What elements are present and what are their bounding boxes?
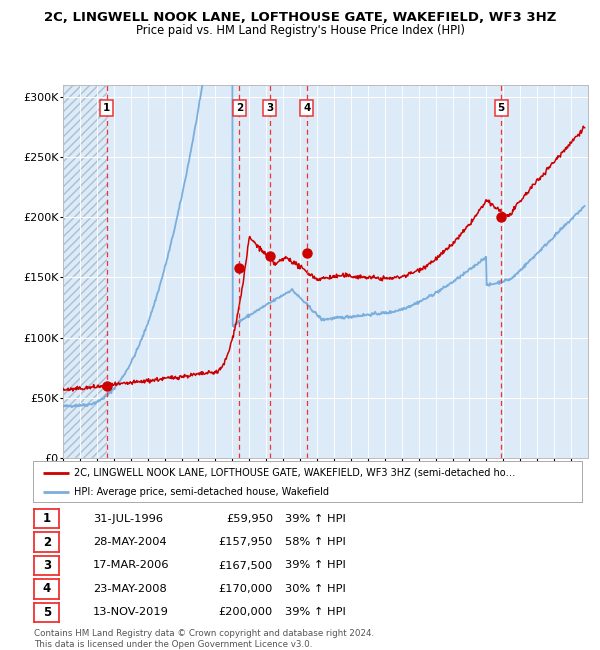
- Text: 28-MAY-2004: 28-MAY-2004: [93, 537, 167, 547]
- Bar: [63, 84, 107, 458]
- Text: 58% ↑ HPI: 58% ↑ HPI: [285, 537, 346, 547]
- Text: Price paid vs. HM Land Registry's House Price Index (HPI): Price paid vs. HM Land Registry's House …: [136, 24, 464, 37]
- Text: 2C, LINGWELL NOOK LANE, LOFTHOUSE GATE, WAKEFIELD, WF3 3HZ: 2C, LINGWELL NOOK LANE, LOFTHOUSE GATE, …: [44, 11, 556, 24]
- Text: 3: 3: [266, 103, 274, 112]
- Text: 2C, LINGWELL NOOK LANE, LOFTHOUSE GATE, WAKEFIELD, WF3 3HZ (semi-detached ho…: 2C, LINGWELL NOOK LANE, LOFTHOUSE GATE, …: [74, 468, 515, 478]
- Text: £59,950: £59,950: [226, 514, 273, 524]
- Text: 5: 5: [43, 606, 51, 619]
- Bar: [63, 84, 107, 458]
- Text: 1: 1: [103, 103, 110, 112]
- Text: £200,000: £200,000: [219, 607, 273, 618]
- Text: 3: 3: [43, 559, 51, 572]
- Text: 2: 2: [236, 103, 243, 112]
- Text: 39% ↑ HPI: 39% ↑ HPI: [285, 607, 346, 618]
- Text: 17-MAR-2006: 17-MAR-2006: [93, 560, 170, 571]
- Text: 39% ↑ HPI: 39% ↑ HPI: [285, 514, 346, 524]
- Text: 39% ↑ HPI: 39% ↑ HPI: [285, 560, 346, 571]
- Text: HPI: Average price, semi-detached house, Wakefield: HPI: Average price, semi-detached house,…: [74, 487, 329, 497]
- Text: 4: 4: [303, 103, 310, 112]
- Text: 13-NOV-2019: 13-NOV-2019: [93, 607, 169, 618]
- Text: 31-JUL-1996: 31-JUL-1996: [93, 514, 163, 524]
- Text: 23-MAY-2008: 23-MAY-2008: [93, 584, 167, 594]
- Text: Contains HM Land Registry data © Crown copyright and database right 2024.
This d: Contains HM Land Registry data © Crown c…: [34, 629, 374, 649]
- Text: 1: 1: [43, 512, 51, 525]
- Text: £167,500: £167,500: [219, 560, 273, 571]
- Text: £157,950: £157,950: [218, 537, 273, 547]
- Text: 2: 2: [43, 536, 51, 549]
- Text: 5: 5: [497, 103, 505, 112]
- Text: 30% ↑ HPI: 30% ↑ HPI: [285, 584, 346, 594]
- Text: £170,000: £170,000: [218, 584, 273, 594]
- Text: 4: 4: [43, 582, 51, 595]
